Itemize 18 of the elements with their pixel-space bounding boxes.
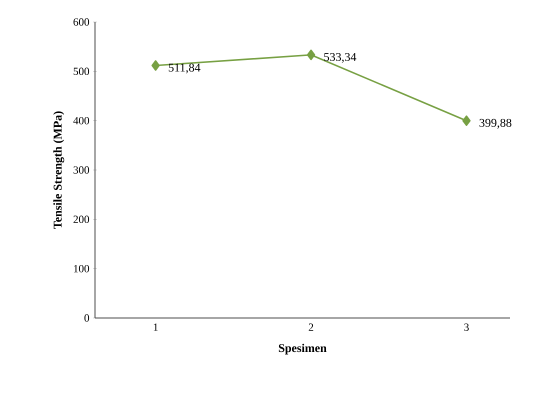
- data-label: 511,84: [168, 64, 200, 74]
- data-label: 399,88: [480, 118, 512, 129]
- y-tick-label: 200: [74, 216, 90, 224]
- point: [151, 60, 160, 71]
- y-tick-label: 300: [74, 166, 90, 174]
- y-axis-title: Tensile Strength (MPa): [53, 111, 64, 229]
- y-tick-label: 600: [74, 18, 90, 26]
- x-tick-label: 1: [154, 324, 158, 331]
- y-tick-label: 500: [74, 68, 90, 76]
- y-tick-label: 100: [74, 264, 90, 272]
- x-tick-label: 2: [308, 324, 314, 331]
- point: [306, 50, 316, 60]
- data-label: 533,34: [324, 52, 356, 63]
- y-tick-label: 0: [84, 314, 90, 322]
- x-axis-title: Spesimen: [278, 344, 327, 355]
- y-tick-label: 400: [73, 116, 90, 124]
- point: [462, 115, 471, 126]
- x-tick-label: 3: [464, 324, 469, 331]
